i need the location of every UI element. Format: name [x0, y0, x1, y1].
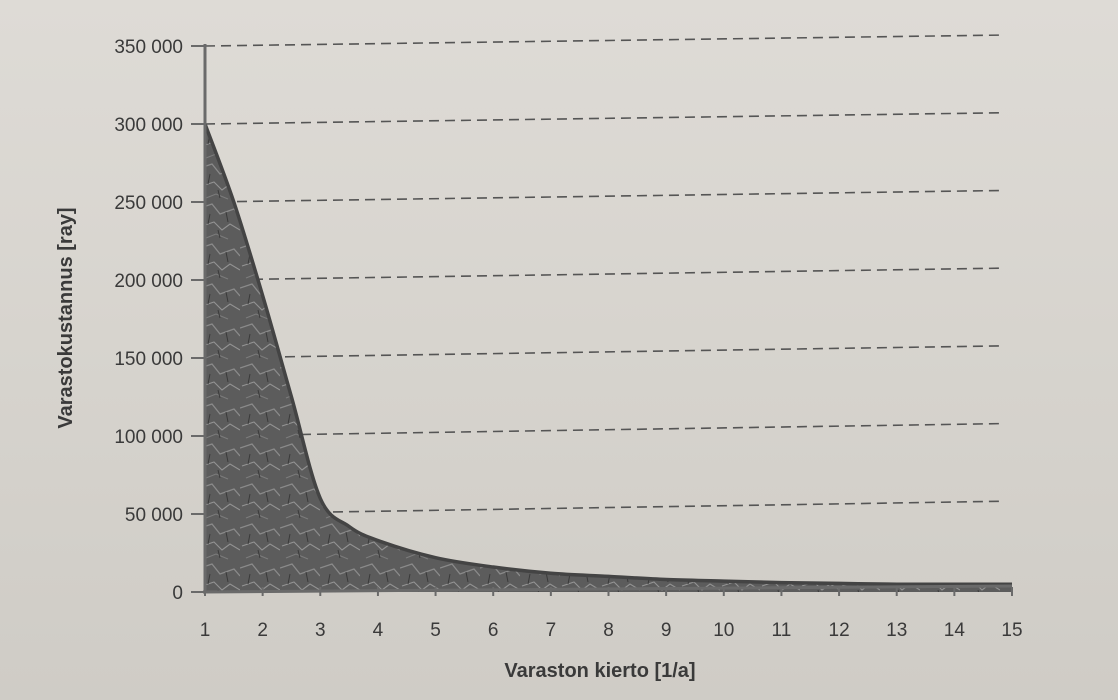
- x-tick-label: 14: [944, 620, 966, 641]
- gridline: [204, 345, 1001, 359]
- x-tick-label: 6: [488, 620, 499, 641]
- x-tick-label: 2: [257, 620, 268, 641]
- x-tick-label: 10: [713, 620, 734, 641]
- y-tick-label: 300 000: [114, 115, 183, 136]
- gridline: [204, 112, 1001, 125]
- gridline: [204, 267, 1001, 281]
- x-tick-label: 9: [661, 620, 672, 641]
- y-tick-label: 150 000: [114, 349, 183, 370]
- x-tick-label: 11: [772, 620, 792, 641]
- y-tick-label: 250 000: [114, 193, 183, 214]
- x-tick-label: 4: [373, 620, 384, 641]
- x-tick-label: 1: [200, 620, 211, 641]
- y-tick-label: 200 000: [114, 271, 183, 292]
- x-axis-ticks: 1 2 3 4 5 6 7 8 9 10 11 12 13 14 15: [200, 587, 1023, 641]
- area-fill: [205, 124, 1012, 592]
- gridline: [204, 189, 1001, 203]
- gridlines: [204, 34, 1001, 515]
- y-tick-label: 0: [172, 583, 183, 604]
- x-tick-label: 15: [1001, 620, 1022, 641]
- x-tick-label: 7: [546, 620, 557, 641]
- data-curve: [203, 123, 1012, 587]
- x-tick-label: 3: [315, 620, 326, 641]
- x-tick-label: 12: [829, 620, 850, 641]
- y-axis-label: Varastokustannus [ray]: [55, 207, 77, 428]
- y-tick-label: 350 000: [114, 37, 183, 58]
- y-tick-label: 100 000: [114, 427, 183, 448]
- x-tick-label: 13: [886, 620, 907, 641]
- gridline: [204, 422, 1001, 437]
- y-tick-label: 50 000: [125, 505, 183, 526]
- gridline: [204, 34, 1001, 47]
- x-axis-label: Varaston kierto [1/a]: [504, 660, 695, 682]
- gridline: [204, 500, 1001, 515]
- x-tick-label: 5: [430, 620, 441, 641]
- x-tick-label: 8: [603, 620, 614, 641]
- y-axis-ticks: 0 50 000 100 000 150 000 200 000 250 000 300 0…: [114, 37, 205, 604]
